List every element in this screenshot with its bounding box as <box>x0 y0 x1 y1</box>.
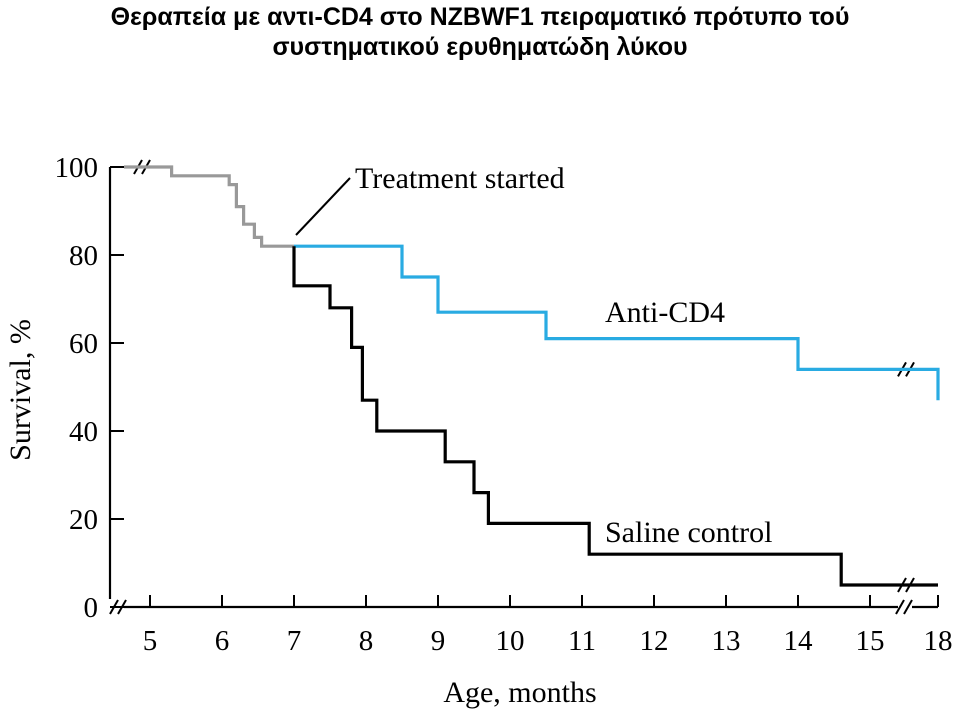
x-tick-label: 14 <box>784 625 814 657</box>
chart-title-line-1: Θεραπεία με αντι-CD4 στο NZBWF1 πειραματ… <box>110 3 850 31</box>
anti-cd4-label: Anti-CD4 <box>605 296 725 329</box>
x-tick-label: 6 <box>215 625 230 657</box>
series-line-anti-cd4 <box>294 244 940 401</box>
y-tick-label: 40 <box>69 416 98 448</box>
x-axis-label: Age, months <box>443 676 596 709</box>
x-axis-break-mark <box>895 599 905 615</box>
axes <box>108 159 939 615</box>
y-tick-label: 0 <box>84 592 99 624</box>
chart-title-line-2: συστηματικού ερυθηματώδη λύκου <box>272 33 688 61</box>
x-tick-label: 8 <box>359 625 374 657</box>
tick-labels: 0 20 40 60 80 100 5 6 7 8 9 10 11 12 13 14 15 18 <box>55 152 953 657</box>
y-axis-label: Survival, % <box>4 319 37 461</box>
y-tick-label: 20 <box>69 504 98 536</box>
y-tick-label: 80 <box>69 240 98 272</box>
x-tick-label: 18 <box>924 625 953 657</box>
treatment-pointer <box>295 177 351 236</box>
x-tick-label: 7 <box>287 625 302 657</box>
x-tick-label: 10 <box>496 625 525 657</box>
x-tick-label: 13 <box>712 625 741 657</box>
x-axis-break-mark <box>903 599 913 615</box>
y-tick-label: 100 <box>55 152 99 184</box>
x-tick-label: 5 <box>143 625 158 657</box>
series-line-saline-control <box>292 246 938 587</box>
y-tick-label: 60 <box>69 328 98 360</box>
saline-control-label: Saline control <box>605 516 772 549</box>
series-line-pre-treatment <box>124 165 294 248</box>
treatment-started-annotation: Treatment started <box>355 162 565 195</box>
x-tick-label: 11 <box>568 625 596 657</box>
series-group <box>124 165 940 587</box>
x-tick-label: 15 <box>856 625 885 657</box>
x-tick-label: 12 <box>640 625 669 657</box>
x-tick-label: 9 <box>431 625 446 657</box>
